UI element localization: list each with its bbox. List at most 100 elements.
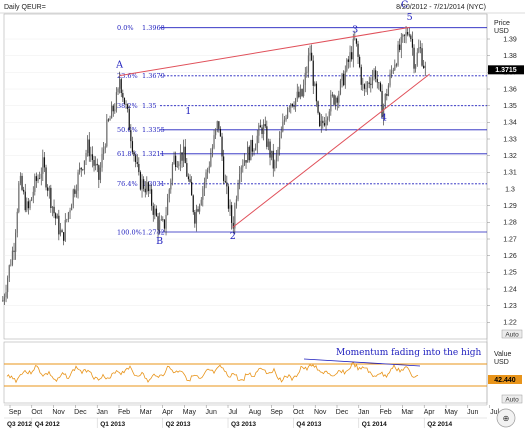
price-bar-body (149, 189, 151, 192)
price-bar-body (21, 175, 23, 190)
price-tick-label: 1.26 (503, 253, 517, 260)
price-bar-body (357, 43, 359, 57)
price-bar-body (202, 188, 204, 200)
price-bar-body (24, 191, 26, 211)
price-bar-body (245, 160, 247, 163)
price-bar-body (339, 80, 342, 95)
price-bar-body (197, 209, 199, 212)
price-tick-label: 1.33 (503, 136, 517, 143)
price-bar-body (232, 222, 234, 229)
price-bar-body (216, 121, 218, 129)
price-bar-body (359, 56, 361, 67)
indicator-auto-label: Auto (505, 397, 519, 404)
price-bar-body (167, 198, 169, 215)
price-bar-body (160, 219, 162, 221)
price-bar-body (247, 146, 249, 163)
price-bar-body (159, 220, 161, 230)
indicator-plot-area[interactable] (3, 341, 488, 404)
price-bar-body (58, 215, 60, 235)
price-bar-body (139, 172, 142, 190)
price-bar-body (259, 125, 262, 128)
price-bar-body (151, 189, 153, 206)
price-tick-label: 1.24 (503, 286, 517, 293)
price-bar-body (90, 154, 92, 157)
price-bar-body (178, 163, 180, 167)
price-bar-body (67, 212, 70, 220)
price-bar-body (128, 109, 130, 131)
indicator-auto-button[interactable]: Auto (501, 394, 523, 404)
price-axis-ticks: 1.22 1.23 1.24 1.25 1.26 1.27 1.28 1.29 1.3 1.31 1… (487, 36, 517, 327)
price-bar-body (335, 97, 337, 105)
price-auto-button[interactable]: Auto (501, 329, 523, 339)
price-bar-body (39, 177, 41, 179)
time-tick-label: Nov (314, 409, 327, 416)
price-series (2, 25, 426, 306)
price-bar-body (394, 64, 396, 70)
price-bar-body (237, 184, 239, 200)
price-bar-body (282, 121, 284, 132)
price-auto-label: Auto (505, 332, 519, 339)
period-labels: Q3 2012 Q4 2012 Q1 2013 Q2 2013 Q3 2013 Q4 20… (7, 418, 453, 428)
price-bar-body (336, 97, 338, 103)
price-bar-body (119, 79, 121, 89)
price-bar-body (154, 208, 156, 215)
price-bar-body (32, 191, 34, 198)
price-tick-label: 1.32 (503, 153, 517, 160)
price-bar-body (410, 35, 412, 39)
wave-label: 2 (230, 231, 236, 242)
price-bar-body (267, 141, 270, 147)
wave-label: 3 (352, 24, 358, 35)
indicator-last-value: 42.440 (494, 377, 516, 384)
price-bar-body (165, 214, 167, 229)
time-tick-label: Apr (424, 409, 436, 416)
time-tick-label: Jan (97, 409, 108, 416)
price-bar-body (309, 52, 311, 56)
price-bar-body (64, 220, 66, 241)
price-bar-body (239, 174, 241, 185)
price-bar-body (109, 118, 111, 121)
price-bar-body (328, 111, 330, 119)
price-bar-body (333, 95, 335, 105)
price-bar-body (344, 70, 346, 86)
price-tick-label: 1.25 (503, 270, 517, 277)
price-bar-body (211, 147, 214, 156)
price-bar-body (331, 94, 334, 96)
period-label: Q1 2014 (362, 421, 387, 428)
price-bar-body (365, 87, 367, 89)
time-tick-label: Oct (293, 409, 304, 416)
price-bar-body (40, 173, 42, 179)
price-bar-body (42, 157, 44, 174)
time-tick-label: Dec (336, 409, 349, 416)
price-tick-label: 1.39 (503, 36, 517, 43)
price-bar-body (304, 72, 306, 85)
price-bar-body (213, 135, 215, 148)
price-bar-body (421, 48, 423, 66)
price-bar-body (224, 180, 226, 183)
wave-label: 1 (185, 106, 191, 117)
price-bar-body (347, 59, 350, 62)
price-plot-area[interactable] (3, 13, 488, 340)
chart-zoom-control[interactable]: ⊕ (496, 408, 516, 428)
price-bar-body (226, 182, 228, 187)
price-bar-body (55, 213, 57, 219)
price-bar-body (218, 121, 220, 129)
price-bar-body (307, 55, 310, 72)
price-bar-body (191, 181, 193, 196)
price-bar-body (112, 105, 114, 112)
period-label: Q3 2012 (7, 421, 32, 428)
price-bar-body (29, 200, 31, 209)
price-bar-body (147, 182, 150, 192)
price-bar-body (141, 179, 143, 190)
price-bar-body (367, 82, 369, 88)
price-bar-body (69, 210, 71, 213)
price-bar-body (256, 135, 258, 148)
time-tick-label: Jun (206, 409, 217, 416)
price-bar-body (299, 88, 302, 98)
price-bar-body (135, 155, 137, 163)
price-bar-body (258, 125, 260, 136)
period-label: Q3 2013 (231, 421, 256, 428)
price-bar-body (175, 155, 177, 167)
price-bar-body (7, 277, 9, 293)
price-bar-body (352, 38, 354, 60)
price-bar-body (157, 216, 159, 230)
